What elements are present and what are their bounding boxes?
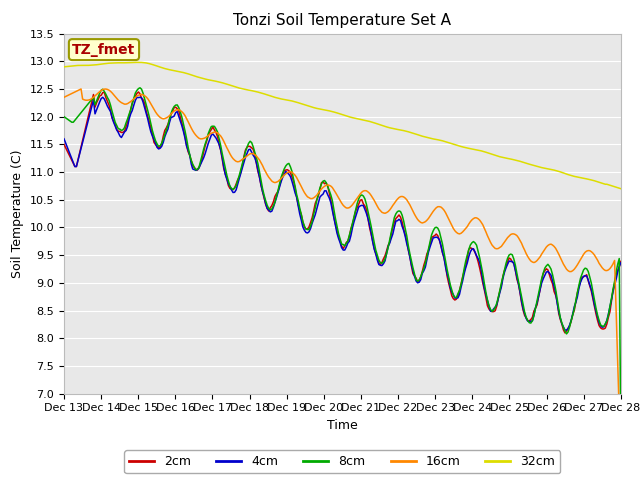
16cm [77, 86, 85, 92]
16cm [255, 157, 263, 163]
2cm [134, 89, 142, 95]
2cm [617, 259, 625, 264]
Line: 16cm: 16cm [64, 89, 621, 465]
4cm [60, 136, 68, 142]
2cm [305, 224, 313, 229]
4cm [255, 174, 263, 180]
8cm [255, 168, 263, 174]
Line: 8cm: 8cm [64, 88, 621, 431]
2cm [228, 186, 236, 192]
2cm [589, 296, 596, 301]
4cm [130, 102, 138, 108]
Line: 32cm: 32cm [64, 62, 621, 189]
8cm [60, 114, 68, 120]
16cm [60, 95, 68, 100]
32cm [246, 87, 254, 93]
4cm [228, 187, 236, 193]
Legend: 2cm, 4cm, 8cm, 16cm, 32cm: 2cm, 4cm, 8cm, 16cm, 32cm [124, 450, 561, 473]
X-axis label: Time: Time [327, 419, 358, 432]
16cm [246, 151, 254, 156]
8cm [305, 227, 313, 232]
2cm [246, 144, 254, 149]
2cm [561, 330, 569, 336]
32cm [129, 60, 136, 65]
8cm [228, 186, 236, 192]
32cm [255, 90, 263, 96]
2cm [60, 142, 68, 147]
32cm [617, 186, 625, 192]
16cm [228, 154, 236, 159]
32cm [228, 83, 236, 88]
16cm [130, 96, 138, 102]
16cm [617, 462, 625, 468]
32cm [131, 60, 139, 65]
Title: Tonzi Soil Temperature Set A: Tonzi Soil Temperature Set A [234, 13, 451, 28]
4cm [246, 146, 254, 152]
2cm [255, 174, 263, 180]
32cm [588, 177, 595, 183]
4cm [305, 229, 313, 235]
8cm [136, 85, 144, 91]
16cm [588, 249, 595, 254]
4cm [617, 260, 625, 266]
8cm [617, 428, 625, 434]
Y-axis label: Soil Temperature (C): Soil Temperature (C) [11, 149, 24, 278]
8cm [246, 138, 254, 144]
8cm [129, 101, 136, 107]
4cm [99, 95, 107, 100]
32cm [305, 103, 313, 109]
Text: TZ_fmet: TZ_fmet [72, 43, 136, 57]
Line: 4cm: 4cm [64, 97, 621, 330]
8cm [588, 280, 595, 286]
32cm [60, 64, 68, 70]
2cm [129, 100, 136, 106]
4cm [589, 294, 596, 300]
16cm [305, 195, 313, 201]
4cm [563, 327, 570, 333]
Line: 2cm: 2cm [64, 92, 621, 333]
